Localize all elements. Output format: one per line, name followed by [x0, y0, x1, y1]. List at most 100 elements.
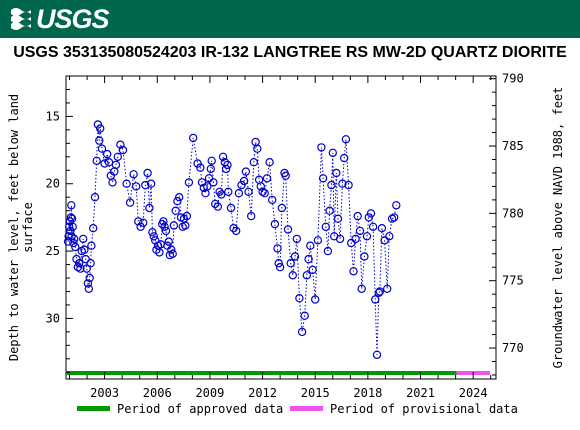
data-point [306, 241, 315, 250]
data-point [226, 203, 236, 213]
data-point [311, 295, 320, 304]
approved-period-bar [66, 371, 457, 375]
data-point [308, 265, 317, 275]
data-point [71, 242, 80, 252]
y-left-tick-label: 25 [46, 244, 60, 258]
data-point [210, 199, 220, 209]
data-point [318, 174, 328, 183]
data-point [349, 267, 358, 276]
data-point [341, 135, 351, 144]
data-point [377, 223, 387, 233]
data-point [362, 232, 372, 241]
data-point [295, 294, 304, 303]
data-point [323, 246, 333, 256]
data-point [88, 223, 98, 233]
data-point [360, 252, 369, 261]
data-point [366, 209, 376, 218]
data-point [239, 176, 249, 186]
data-point [87, 241, 96, 250]
data-point [304, 254, 313, 264]
data-point [224, 187, 233, 196]
data-point [275, 263, 285, 272]
usgs-logo-text: USGS [36, 3, 110, 34]
y-right-axis-title: Groundwater level above NAVD 1988, feet [551, 87, 565, 369]
data-point [141, 180, 150, 190]
data-point [83, 279, 93, 288]
data-point [171, 206, 180, 215]
y-right-tick-label: 785 [502, 139, 524, 153]
data-point [260, 188, 269, 198]
data-point [281, 171, 290, 180]
x-tick-label: 2018 [353, 386, 382, 400]
data-point [213, 202, 222, 211]
data-point [368, 222, 378, 231]
x-tick-label: 2009 [195, 386, 224, 400]
data-point [155, 248, 164, 257]
data-point [241, 167, 251, 176]
data-point [111, 160, 121, 170]
data-point [167, 245, 176, 254]
data-point [328, 148, 337, 157]
x-tick-label: 2021 [406, 386, 435, 400]
data-point [67, 201, 76, 210]
data-point [375, 287, 384, 296]
plot-frame [65, 75, 497, 380]
data-point [327, 180, 336, 190]
usgs-wave-icon [11, 8, 31, 30]
data-point [274, 259, 283, 268]
data-point [333, 214, 343, 223]
data-points [63, 120, 401, 359]
data-point [160, 222, 169, 231]
data-point [206, 164, 215, 174]
data-point [335, 234, 345, 244]
data-point [203, 182, 212, 191]
data-point [145, 203, 154, 213]
data-point [371, 295, 380, 304]
data-point [364, 213, 373, 222]
data-point [95, 124, 105, 133]
series-connector-line [67, 124, 397, 355]
data-point [338, 179, 347, 188]
data-point [134, 217, 143, 226]
data-point [76, 264, 85, 273]
data-point [385, 232, 394, 241]
data-point [80, 245, 89, 254]
data-point [290, 252, 300, 261]
data-point [292, 234, 301, 244]
data-point [374, 288, 383, 297]
data-point [321, 222, 330, 231]
data-point [288, 271, 297, 280]
data-point [104, 157, 114, 167]
data-point [351, 234, 360, 244]
data-point [66, 213, 76, 222]
data-point [258, 187, 267, 196]
data-point [181, 221, 190, 230]
data-point [113, 152, 123, 161]
data-point [283, 225, 293, 234]
data-point [164, 237, 173, 246]
data-point [188, 133, 198, 143]
x-tick-label: 2024 [459, 386, 488, 400]
data-point [270, 219, 280, 229]
data-point [182, 211, 191, 221]
usgs-logo: USGS [10, 3, 110, 34]
data-point [229, 223, 238, 233]
data-point [209, 178, 218, 187]
y-right-tick-label: 790 [502, 72, 524, 86]
data-point [344, 180, 353, 190]
data-point [92, 156, 101, 165]
data-point [146, 179, 156, 188]
x-tick-label: 2003 [90, 386, 119, 400]
data-point [332, 168, 341, 178]
y-right-tick-label: 770 [502, 341, 524, 355]
data-point [244, 187, 253, 196]
data-point [197, 178, 207, 187]
data-point [249, 157, 258, 167]
data-point [67, 214, 77, 223]
data-point [85, 273, 94, 283]
usgs-header-bar: USGS [0, 0, 580, 38]
data-point [231, 226, 241, 236]
y-right-tick-label: 775 [502, 274, 524, 288]
data-point [173, 196, 182, 206]
legend-label: Period of approved data [117, 402, 283, 416]
